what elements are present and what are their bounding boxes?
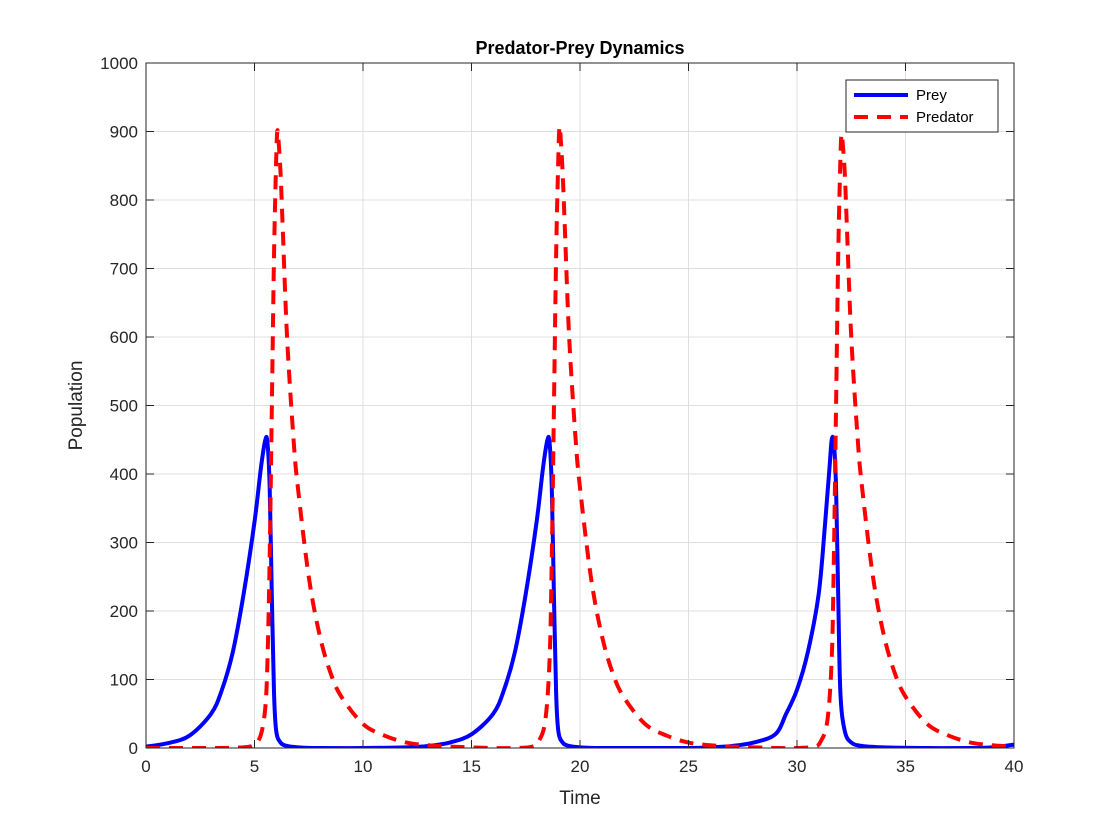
axis-ticks: 0 5 10 15 20 25 30 35 40010020030040050060070080… — [100, 54, 1023, 776]
y-tick-label: 400 — [110, 465, 138, 484]
y-tick-label: 700 — [110, 260, 138, 279]
legend-label-predator: Predator — [916, 109, 974, 126]
y-tick-label: 300 — [110, 534, 138, 553]
chart-title: Predator-Prey Dynamics — [475, 38, 684, 58]
y-tick-label: 500 — [110, 397, 138, 416]
y-tick-label: 1000 — [100, 54, 138, 73]
y-tick-label: 900 — [110, 123, 138, 142]
legend-label-prey: Prey — [916, 87, 947, 104]
series-layer — [146, 124, 1014, 748]
y-tick-label: 800 — [110, 191, 138, 210]
x-tick-label: 40 — [1005, 757, 1024, 776]
series-line-predator — [146, 124, 1014, 748]
y-tick-label: 600 — [110, 328, 138, 347]
legend: Prey Predator — [845, 79, 999, 133]
x-tick-label: 35 — [896, 757, 915, 776]
y-tick-label: 0 — [129, 739, 138, 758]
x-tick-label: 5 — [250, 757, 259, 776]
x-tick-label: 0 — [141, 757, 150, 776]
x-tick-label: 30 — [788, 757, 807, 776]
x-tick-label: 10 — [354, 757, 373, 776]
x-axis-label: Time — [559, 788, 601, 809]
legend-box — [845, 79, 999, 133]
x-tick-label: 25 — [679, 757, 698, 776]
y-axis-label: Population — [66, 361, 87, 451]
x-tick-label: 20 — [571, 757, 590, 776]
y-tick-label: 100 — [110, 671, 138, 690]
x-tick-label: 15 — [462, 757, 481, 776]
y-tick-label: 200 — [110, 602, 138, 621]
